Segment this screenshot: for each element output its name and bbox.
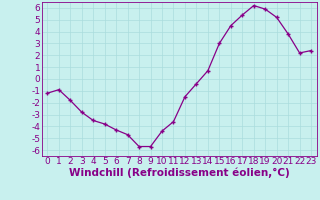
X-axis label: Windchill (Refroidissement éolien,°C): Windchill (Refroidissement éolien,°C) — [69, 168, 290, 178]
